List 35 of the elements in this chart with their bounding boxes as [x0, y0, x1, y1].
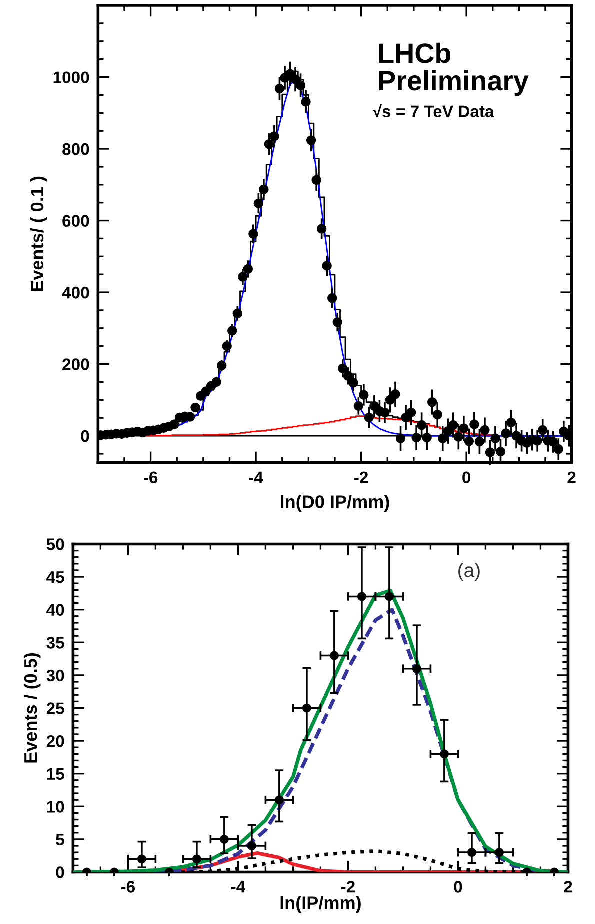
y-tick-label: 45	[46, 572, 64, 584]
x-tick-label: 2	[564, 881, 572, 893]
annotation: LHCb	[379, 42, 451, 64]
y-axis-title: Events/ ( 0.1 )	[30, 176, 48, 292]
x-axis-title: ln(D0 IP/mm)	[281, 495, 390, 512]
y-tick-label: 20	[46, 735, 64, 748]
y-axis-title: Events / (0.5)	[24, 653, 41, 763]
y-tick-label: 200	[62, 358, 90, 370]
annotation: (a)	[458, 563, 480, 582]
y-tick-label: 400	[62, 286, 90, 299]
y-tick-label: 15	[47, 768, 64, 780]
x-axis-title: ln(IP/mm)	[280, 896, 361, 913]
x-tick-label: 0	[454, 881, 462, 893]
x-tick-label: -6	[144, 472, 158, 484]
x-tick-label: -6	[121, 881, 135, 893]
y-tick-label: 25	[46, 702, 64, 714]
y-tick-label: 35	[46, 637, 64, 649]
y-tick-label: 800	[62, 143, 90, 156]
annotation: √s = 7 TeV Data	[372, 104, 494, 118]
y-tick-label: 50	[46, 538, 64, 550]
y-tick-label: 0	[81, 430, 90, 442]
y-tick-label: 5	[56, 834, 64, 846]
y-tick-label: 10	[47, 801, 64, 813]
x-tick-label: -4	[249, 472, 264, 484]
y-tick-label: 30	[46, 670, 64, 682]
x-tick-label: -2	[354, 472, 368, 484]
x-tick-label: 0	[462, 472, 470, 484]
x-tick-label: -2	[341, 881, 355, 893]
annotation: Preliminary	[379, 70, 529, 96]
y-tick-label: 40	[46, 604, 64, 616]
y-tick-label: 0	[56, 866, 64, 878]
y-tick-label: 1000	[54, 72, 90, 84]
y-tick-label: 600	[62, 215, 90, 227]
x-tick-label: -4	[231, 881, 246, 893]
x-tick-label: 2	[568, 472, 576, 484]
